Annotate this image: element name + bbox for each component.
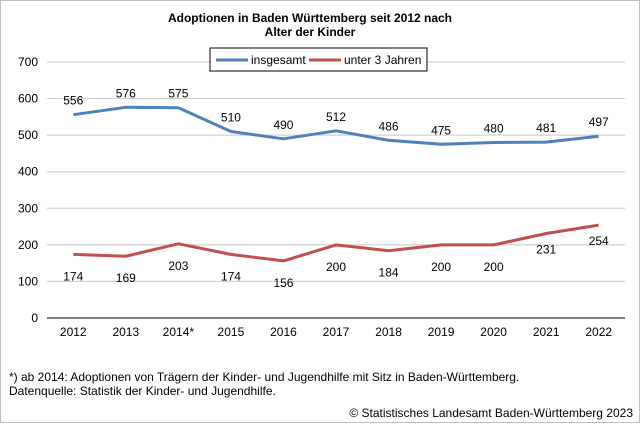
axes: 0 100 200 300 400 500 600 700 2012 2013 2014* 2015 2… — [18, 55, 625, 339]
legend-label-unter-3-jahren: unter 3 Jahren — [344, 53, 421, 67]
x-tick-label-2012: 2012 — [60, 325, 87, 339]
data-label-insgesamt-2017: 512 — [326, 110, 346, 124]
data-label-unter-3-jahren-2021: 231 — [536, 243, 556, 257]
data-labels: 556 576 575 510 490 512 486 475 480 481 497 174 169 2… — [63, 86, 609, 290]
x-tick-label-2019: 2019 — [428, 325, 455, 339]
data-source: Datenquelle: Statistik der Kinder- und J… — [9, 384, 276, 398]
data-label-insgesamt-2022: 497 — [589, 115, 609, 129]
x-tick-label-2016: 2016 — [270, 325, 297, 339]
y-tick-label-500: 500 — [18, 128, 38, 142]
y-tick-label-100: 100 — [18, 274, 38, 288]
data-label-unter-3-jahren-2012: 174 — [63, 269, 83, 283]
y-tick-label-700: 700 — [18, 55, 38, 69]
copyright: © Statistisches Landesamt Baden-Württemb… — [349, 406, 633, 420]
data-label-unter-3-jahren-2015: 174 — [221, 269, 241, 283]
series-line-insgesamt — [73, 105, 599, 146]
data-label-insgesamt-2015: 510 — [221, 110, 241, 124]
legend: insgesamt unter 3 Jahren — [209, 47, 428, 72]
data-label-insgesamt-2014: 575 — [168, 87, 188, 101]
data-label-insgesamt-2020: 480 — [484, 121, 504, 135]
x-tick-label-2020: 2020 — [480, 325, 507, 339]
x-tick-label-2022: 2022 — [585, 325, 612, 339]
x-tick-label-2017: 2017 — [323, 325, 350, 339]
series-line-unter-3-jahren — [73, 223, 599, 263]
data-label-unter-3-jahren-2020: 200 — [484, 260, 504, 274]
chart-title-line-2: Alter der Kinder — [265, 25, 356, 39]
data-label-insgesamt-2016: 490 — [273, 118, 293, 132]
x-tick-label-2021: 2021 — [533, 325, 560, 339]
data-label-unter-3-jahren-2013: 169 — [116, 271, 136, 285]
data-label-unter-3-jahren-2018: 184 — [379, 266, 399, 280]
y-tick-label-200: 200 — [18, 238, 38, 252]
data-label-unter-3-jahren-2017: 200 — [326, 260, 346, 274]
footnote: *) ab 2014: Adoptionen von Trägern der K… — [9, 370, 519, 384]
gridlines — [47, 61, 625, 282]
data-label-insgesamt-2021: 481 — [536, 121, 556, 135]
data-label-unter-3-jahren-2014: 203 — [168, 259, 188, 273]
data-label-insgesamt-2018: 486 — [379, 119, 399, 133]
data-label-unter-3-jahren-2016: 156 — [273, 276, 293, 290]
y-tick-label-300: 300 — [18, 201, 38, 215]
series-group — [73, 105, 599, 263]
data-label-insgesamt-2013: 576 — [116, 86, 136, 100]
data-label-insgesamt-2012: 556 — [63, 94, 83, 108]
x-tick-label-2014: 2014* — [163, 325, 195, 339]
y-tick-label-600: 600 — [18, 92, 38, 106]
data-label-unter-3-jahren-2019: 200 — [431, 260, 451, 274]
x-tick-label-2013: 2013 — [112, 325, 139, 339]
legend-label-insgesamt: insgesamt — [251, 53, 306, 67]
chart-title-line-1: Adoptionen in Baden Württemberg seit 201… — [168, 11, 452, 25]
x-tick-label-2018: 2018 — [375, 325, 402, 339]
x-tick-label-2015: 2015 — [218, 325, 245, 339]
y-tick-label-400: 400 — [18, 165, 38, 179]
data-label-insgesamt-2019: 475 — [431, 123, 451, 137]
data-label-unter-3-jahren-2022: 254 — [589, 234, 609, 248]
y-tick-label-0: 0 — [31, 311, 38, 325]
